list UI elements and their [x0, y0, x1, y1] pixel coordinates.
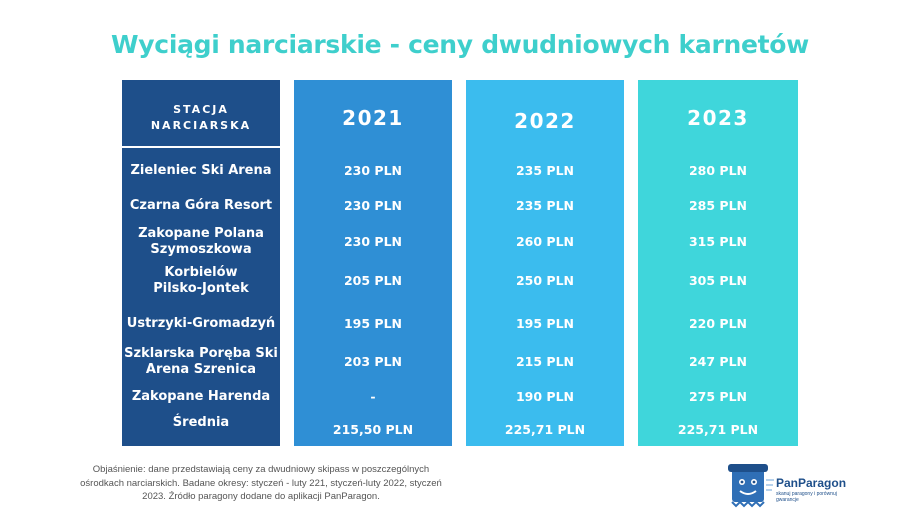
year-column-2022: 2022 235 PLN 235 PLN 260 PLN 250 PLN 195 PLN…	[466, 80, 624, 446]
station-name-line: Zieleniec Ski Arena	[130, 163, 272, 178]
year-column-2021: 2021 230 PLN 230 PLN 230 PLN 205 PLN 195 PLN…	[294, 80, 452, 446]
logo-name: PanParagon	[776, 476, 847, 490]
price-cell-2022: 190 PLN	[515, 389, 575, 404]
logo-tagline: skanuj paragony i porównuj gwarancje	[776, 491, 837, 503]
price-cell-2023: 225,71 PLN	[677, 422, 759, 437]
price-cell-2022: 195 PLN	[515, 316, 575, 331]
station-name-cell: Zakopane Polana Szymoszkowa	[122, 226, 280, 258]
price-cell-2022: 235 PLN	[515, 163, 575, 178]
price-cell-2021: 230 PLN	[343, 163, 403, 178]
station-name-line: Zakopane Polana	[138, 226, 264, 241]
price-cell-2022: 235 PLN	[515, 198, 575, 213]
footnote-line1: Objaśnienie: dane przedstawiają ceny za …	[92, 464, 430, 475]
station-name-cell: Szklarska Poręba Ski Arena Szrenica	[122, 346, 280, 378]
station-name-cell: Korbielów Pilsko-Jontek	[122, 265, 280, 297]
station-name-line: Czarna Góra Resort	[129, 198, 273, 213]
footnote-line2: ośrodkach narciarskich. Badane okresy: s…	[80, 477, 442, 489]
station-name-line: Ustrzyki-Gromadzyń	[126, 316, 276, 331]
header-separator	[122, 146, 280, 148]
station-name-line: Szklarska Poręba Ski	[124, 346, 278, 361]
station-name-cell: Czarna Góra Resort	[122, 198, 280, 214]
station-column: STACJA NARCIARSKA Zieleniec Ski Arena Cza…	[122, 80, 280, 446]
mascot-icon	[728, 464, 774, 508]
price-cell-2021: 205 PLN	[343, 273, 403, 288]
station-name-cell: Ustrzyki-Gromadzyń	[122, 316, 280, 332]
station-name-cell: Zakopane Harenda	[122, 389, 280, 405]
price-cell-2021: 215,50 PLN	[332, 422, 414, 437]
station-name-line: Średnia	[172, 415, 230, 430]
price-cell-2023: 275 PLN	[688, 389, 748, 404]
price-cell-2021: 195 PLN	[343, 316, 403, 331]
price-cell-2021: 230 PLN	[343, 234, 403, 249]
price-cell-2023: 247 PLN	[688, 354, 748, 369]
price-cell-2022: 215 PLN	[515, 354, 575, 369]
price-cell-2023: 280 PLN	[688, 163, 748, 178]
footnote-line3: 2023. Źródło paragony dodane do aplikacj…	[142, 491, 380, 502]
station-name-line: Korbielów	[164, 265, 238, 280]
station-name-line: Arena Szrenica	[145, 362, 257, 377]
price-cell-2023: 220 PLN	[688, 316, 748, 331]
station-header-line1: STACJA	[173, 103, 229, 116]
price-cell-2021: -	[370, 389, 376, 404]
year-header-2023: 2023	[687, 106, 749, 130]
station-column-header: STACJA NARCIARSKA	[122, 102, 280, 134]
station-name-line: Szymoszkowa	[150, 242, 252, 257]
price-cell-2023: 305 PLN	[688, 273, 748, 288]
price-cell-2022: 260 PLN	[515, 234, 575, 249]
price-cell-2021: 230 PLN	[343, 198, 403, 213]
panparagon-logo: PanParagon skanuj paragony i porównuj gw…	[728, 460, 858, 508]
price-cell-2022: 225,71 PLN	[504, 422, 586, 437]
year-header-2021: 2021	[342, 106, 404, 130]
year-column-2023: 2023 280 PLN 285 PLN 315 PLN 305 PLN 220 PLN…	[638, 80, 798, 446]
station-name-line: Zakopane Harenda	[131, 389, 271, 404]
price-cell-2023: 285 PLN	[688, 198, 748, 213]
station-name-line: Pilsko-Jontek	[153, 281, 249, 296]
price-cell-2022: 250 PLN	[515, 273, 575, 288]
footnote: Objaśnienie: dane przedstawiają ceny za …	[66, 463, 456, 504]
station-header-line2: NARCIARSKA	[150, 119, 252, 132]
price-cell-2021: 203 PLN	[343, 354, 403, 369]
station-name-cell: Zieleniec Ski Arena	[122, 163, 280, 179]
year-header-2022: 2022	[514, 109, 576, 133]
station-name-cell: Średnia	[122, 415, 280, 431]
price-cell-2023: 315 PLN	[688, 234, 748, 249]
page-title: Wyciągi narciarskie - ceny dwudniowych k…	[111, 30, 809, 59]
